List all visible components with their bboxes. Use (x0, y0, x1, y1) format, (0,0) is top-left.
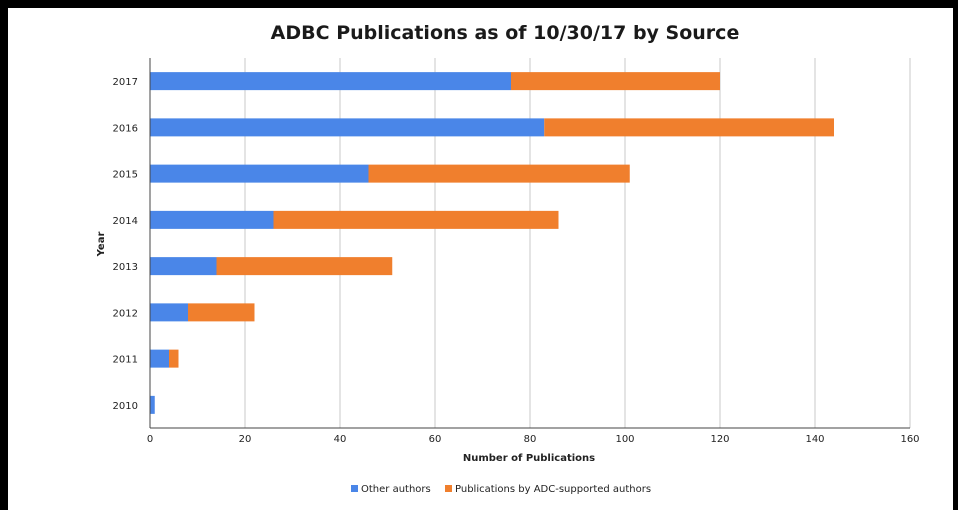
bars (150, 72, 834, 414)
bar-2010-series-0 (150, 395, 155, 414)
legend-swatch-other-authors (351, 485, 358, 492)
legend: Other authors Publications by ADC-suppor… (351, 484, 651, 495)
bar-2017-series-1 (511, 72, 720, 91)
bar-2014-series-1 (273, 210, 559, 229)
bar-2013-series-0 (150, 257, 217, 276)
x-axis-label: Number of Publications (463, 453, 595, 464)
y-tick-label-2016: 2016 (113, 123, 138, 134)
bar-2016-series-0 (150, 118, 545, 137)
bar-2016-series-1 (544, 118, 834, 137)
y-tick-label-2012: 2012 (113, 308, 138, 319)
y-tick-label-2011: 2011 (113, 355, 138, 366)
x-tick-label-120: 120 (710, 434, 729, 445)
y-tick-labels: 2017 2016 2015 2014 2013 2012 2011 2010 (113, 77, 138, 412)
bar-2011-series-1 (169, 349, 179, 368)
x-tick-labels: 0 20 40 60 80 100 120 140 160 (147, 434, 920, 445)
x-tick-label-60: 60 (429, 434, 442, 445)
y-tick-label-2015: 2015 (113, 170, 138, 181)
y-tick-label-2010: 2010 (113, 401, 138, 412)
bar-2014-series-0 (150, 210, 274, 229)
legend-label-adc-supported: Publications by ADC-supported authors (455, 484, 651, 495)
gridlines (244, 58, 911, 428)
x-tick-label-140: 140 (805, 434, 824, 445)
x-tick-label-40: 40 (334, 434, 347, 445)
bar-2012-series-1 (188, 303, 255, 322)
x-tick-label-160: 160 (900, 434, 919, 445)
bar-2017-series-0 (150, 72, 511, 91)
bar-2013-series-1 (216, 257, 393, 276)
y-tick-label-2017: 2017 (113, 77, 138, 88)
bar-2011-series-0 (150, 349, 169, 368)
bar-2015-series-1 (368, 164, 630, 183)
x-tick-label-20: 20 (239, 434, 252, 445)
y-tick-label-2014: 2014 (113, 216, 138, 227)
legend-label-other-authors: Other authors (361, 484, 431, 495)
bar-2012-series-0 (150, 303, 188, 322)
chart-title: ADBC Publications as of 10/30/17 by Sour… (271, 22, 740, 44)
legend-swatch-adc-supported (445, 485, 452, 492)
x-tick-label-0: 0 (147, 434, 153, 445)
x-tick-label-80: 80 (524, 434, 537, 445)
bar-2015-series-0 (150, 164, 369, 183)
x-tick-label-100: 100 (615, 434, 634, 445)
y-axis-label: Year (96, 232, 107, 258)
y-tick-label-2013: 2013 (113, 262, 138, 273)
